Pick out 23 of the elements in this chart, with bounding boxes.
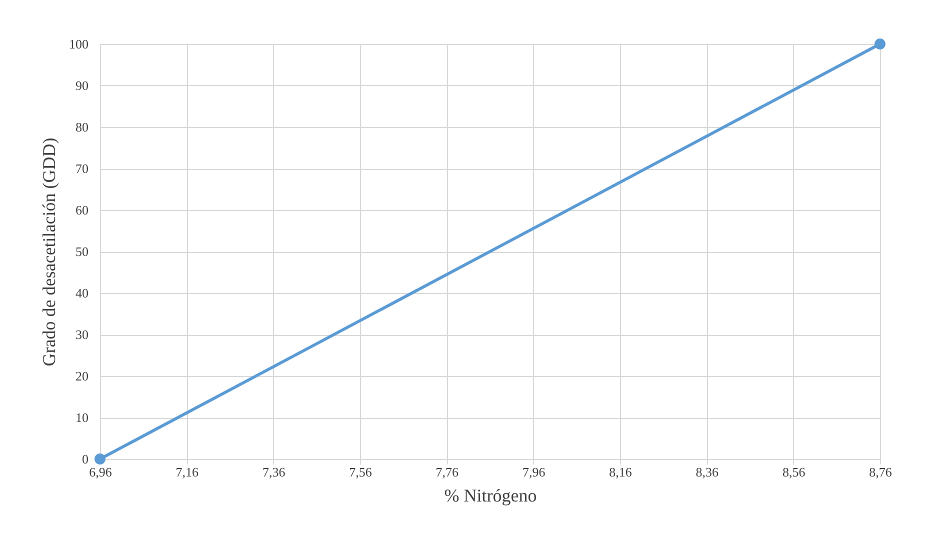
x-tick-label: 8,36 [696, 464, 720, 480]
y-axis-title: Grado de desacetilación (GDD) [39, 138, 59, 366]
y-tick-label: 10 [76, 410, 88, 425]
y-tick-label: 80 [76, 120, 88, 134]
y-tick-label: 60 [76, 202, 88, 218]
x-tick-label: 8,56 [782, 464, 806, 480]
y-tick-label: 90 [76, 78, 88, 93]
x-tick-label: 8,76 [869, 464, 892, 480]
y-tick-label: 20 [76, 368, 88, 384]
x-axis-title: % Nitrógeno [444, 486, 537, 506]
x-tick-label: 7,16 [176, 464, 200, 480]
y-tick-label: 50 [76, 244, 88, 259]
y-tick-label: 0 [82, 452, 88, 466]
x-tick-label: 8,16 [609, 464, 632, 480]
x-tick-label: 6,96 [89, 464, 112, 480]
y-tick-label: 100 [69, 36, 88, 52]
x-tick-label: 7,36 [262, 464, 286, 480]
x-tick-label: 7,76 [436, 464, 460, 480]
y-tick-label: 30 [76, 327, 88, 342]
x-tick-label: 7,96 [522, 464, 546, 480]
y-tick-label: 40 [76, 286, 88, 300]
x-tick-label: 7,56 [349, 464, 372, 480]
y-tick-label: 70 [76, 161, 88, 176]
